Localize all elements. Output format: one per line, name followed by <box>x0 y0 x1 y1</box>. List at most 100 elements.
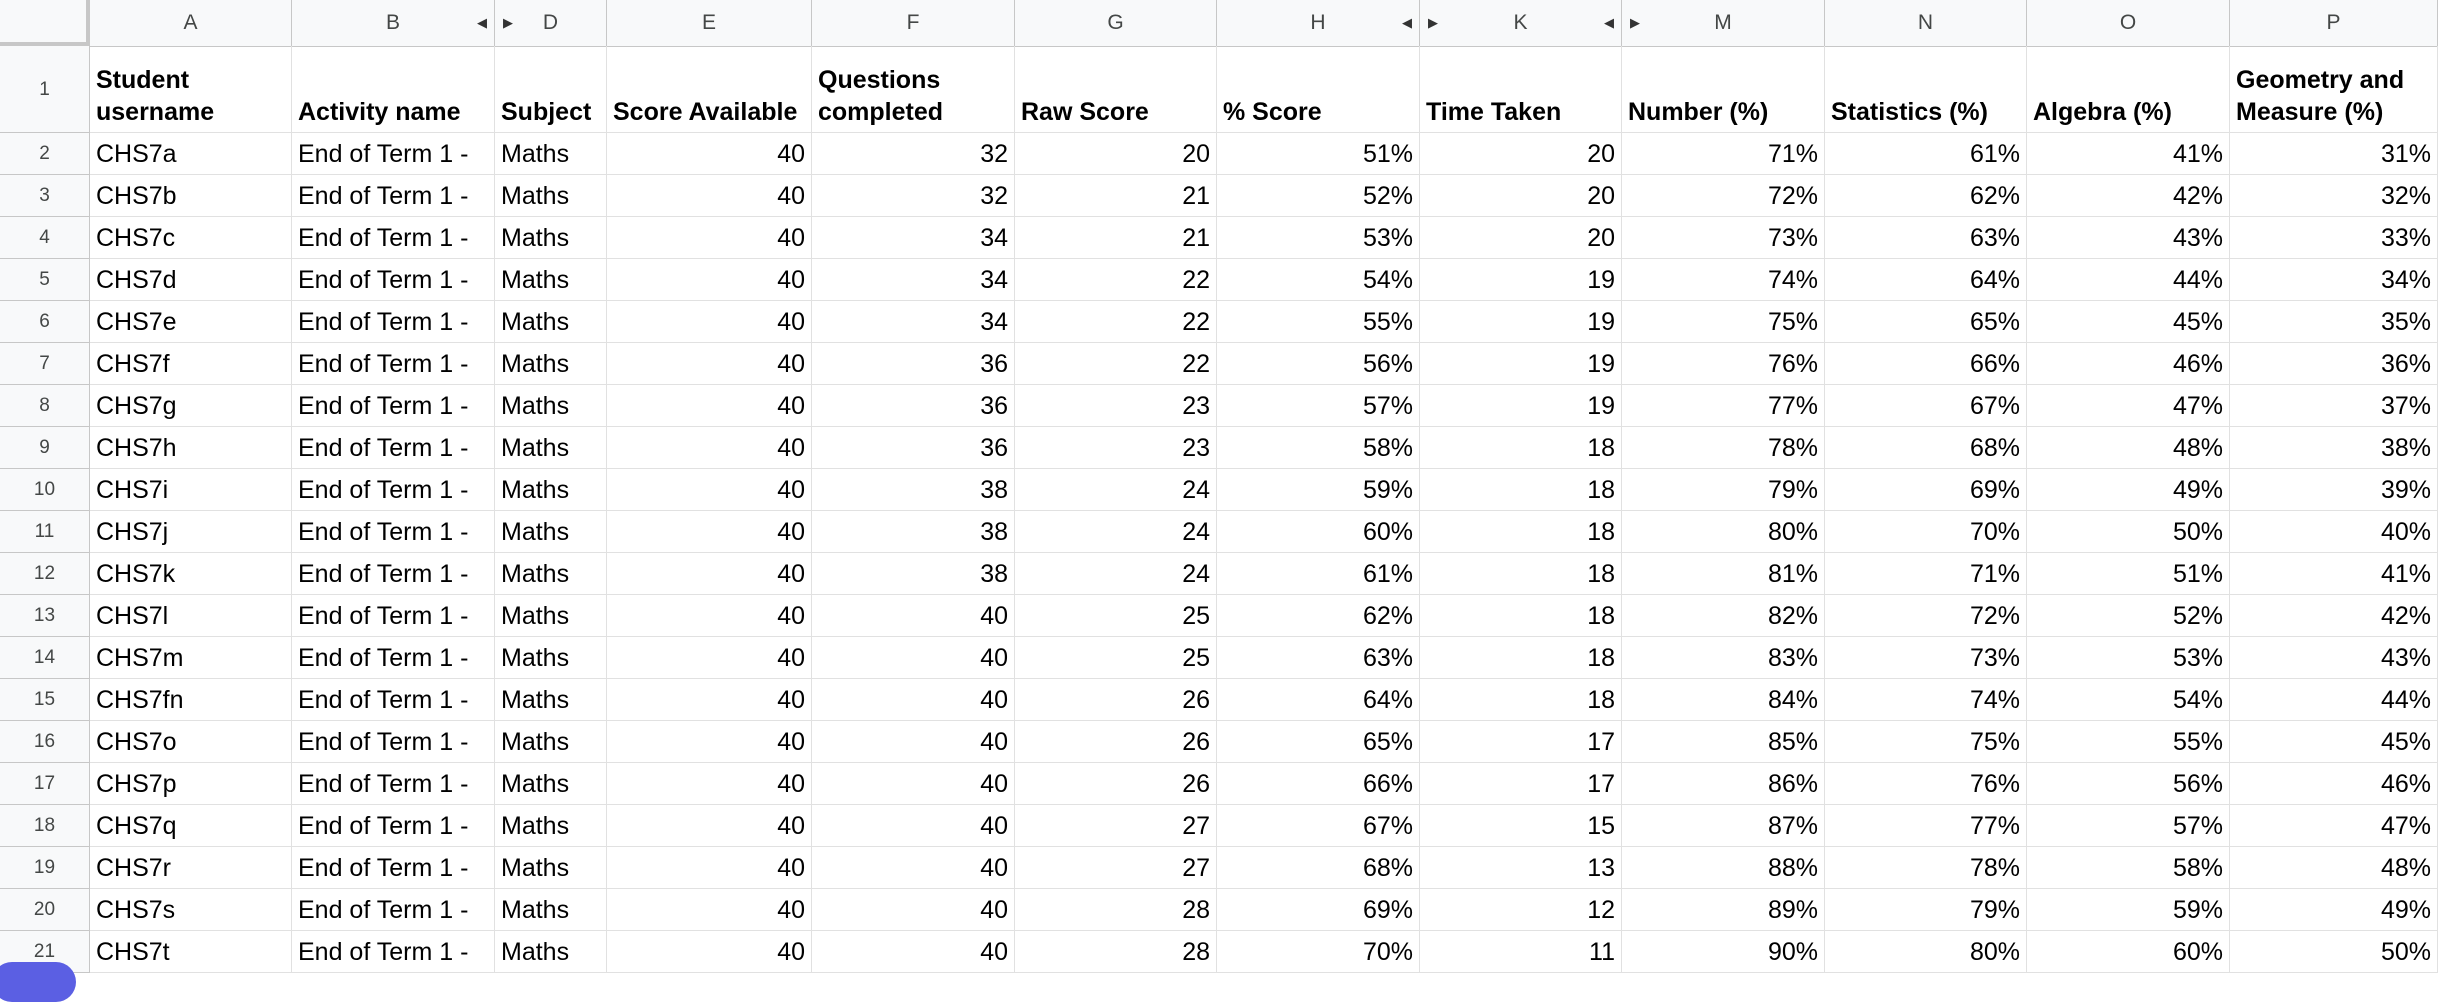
table-cell[interactable]: Maths <box>495 805 607 847</box>
table-cell[interactable]: 40 <box>607 217 812 259</box>
table-cell[interactable]: 45% <box>2027 301 2230 343</box>
table-cell[interactable]: 22 <box>1015 259 1217 301</box>
floating-action-button[interactable] <box>0 962 76 1002</box>
table-cell[interactable]: 50% <box>2027 511 2230 553</box>
table-cell[interactable]: 24 <box>1015 553 1217 595</box>
table-cell[interactable]: 68% <box>1217 847 1420 889</box>
table-cell[interactable]: 25 <box>1015 637 1217 679</box>
table-cell[interactable]: 38% <box>2230 427 2438 469</box>
table-cell[interactable]: 36 <box>812 385 1015 427</box>
table-cell[interactable]: 40 <box>607 595 812 637</box>
row-header[interactable]: 4 <box>0 217 90 259</box>
table-cell[interactable]: End of Term 1 - <box>292 133 495 175</box>
table-cell[interactable]: Maths <box>495 889 607 931</box>
table-cell[interactable]: Maths <box>495 511 607 553</box>
table-cell[interactable]: 20 <box>1420 133 1622 175</box>
table-cell[interactable]: 62% <box>1825 175 2027 217</box>
table-cell[interactable]: 31% <box>2230 133 2438 175</box>
table-cell[interactable]: 20 <box>1015 133 1217 175</box>
table-cell[interactable]: 55% <box>2027 721 2230 763</box>
table-cell[interactable]: 56% <box>1217 343 1420 385</box>
table-cell[interactable]: 89% <box>1622 889 1825 931</box>
table-cell[interactable]: CHS7r <box>90 847 292 889</box>
table-cell[interactable]: CHS7c <box>90 217 292 259</box>
row-header[interactable]: 15 <box>0 679 90 721</box>
header-cell-a[interactable]: Student username <box>90 46 292 133</box>
table-cell[interactable]: 69% <box>1217 889 1420 931</box>
table-cell[interactable]: 42% <box>2230 595 2438 637</box>
table-cell[interactable]: 19 <box>1420 301 1622 343</box>
column-header-d[interactable]: D <box>495 0 607 46</box>
table-cell[interactable]: Maths <box>495 679 607 721</box>
table-cell[interactable]: 80% <box>1622 511 1825 553</box>
table-cell[interactable]: Maths <box>495 133 607 175</box>
table-cell[interactable]: 87% <box>1622 805 1825 847</box>
table-cell[interactable]: 18 <box>1420 511 1622 553</box>
table-cell[interactable]: 41% <box>2027 133 2230 175</box>
triangle-right-icon[interactable]: ▶ <box>1630 15 1640 30</box>
table-cell[interactable]: 42% <box>2027 175 2230 217</box>
table-cell[interactable]: 18 <box>1420 427 1622 469</box>
table-cell[interactable]: 32 <box>812 133 1015 175</box>
table-cell[interactable]: Maths <box>495 553 607 595</box>
triangle-right-icon[interactable]: ▶ <box>503 15 513 30</box>
table-cell[interactable]: 34% <box>2230 259 2438 301</box>
table-cell[interactable]: 57% <box>1217 385 1420 427</box>
header-cell-k[interactable]: Time Taken <box>1420 46 1622 133</box>
table-cell[interactable]: 72% <box>1622 175 1825 217</box>
triangle-left-icon[interactable]: ◀ <box>477 15 487 30</box>
table-cell[interactable]: 60% <box>1217 511 1420 553</box>
table-cell[interactable]: 35% <box>2230 301 2438 343</box>
table-cell[interactable]: CHS7q <box>90 805 292 847</box>
table-cell[interactable]: Maths <box>495 217 607 259</box>
table-cell[interactable]: 63% <box>1217 637 1420 679</box>
table-cell[interactable]: 40 <box>812 805 1015 847</box>
table-cell[interactable]: 60% <box>2027 931 2230 973</box>
table-cell[interactable]: 40 <box>607 469 812 511</box>
table-cell[interactable]: CHS7g <box>90 385 292 427</box>
table-cell[interactable]: 19 <box>1420 259 1622 301</box>
table-cell[interactable]: 73% <box>1622 217 1825 259</box>
table-cell[interactable]: 21 <box>1015 217 1217 259</box>
table-cell[interactable]: 54% <box>1217 259 1420 301</box>
table-cell[interactable]: CHS7fn <box>90 679 292 721</box>
table-cell[interactable]: 64% <box>1825 259 2027 301</box>
table-cell[interactable]: End of Term 1 - <box>292 427 495 469</box>
table-cell[interactable]: 65% <box>1825 301 2027 343</box>
table-cell[interactable]: 40 <box>607 889 812 931</box>
table-cell[interactable]: Maths <box>495 763 607 805</box>
table-cell[interactable]: 77% <box>1622 385 1825 427</box>
table-cell[interactable]: Maths <box>495 847 607 889</box>
table-cell[interactable]: 49% <box>2230 889 2438 931</box>
triangle-right-icon[interactable]: ▶ <box>1428 15 1438 30</box>
table-cell[interactable]: Maths <box>495 427 607 469</box>
table-cell[interactable]: 58% <box>2027 847 2230 889</box>
table-cell[interactable]: CHS7s <box>90 889 292 931</box>
table-cell[interactable]: CHS7p <box>90 763 292 805</box>
table-cell[interactable]: 40 <box>607 805 812 847</box>
table-cell[interactable]: 75% <box>1622 301 1825 343</box>
table-cell[interactable]: 40 <box>812 931 1015 973</box>
table-cell[interactable]: CHS7f <box>90 343 292 385</box>
column-header-m[interactable]: M <box>1622 0 1825 46</box>
table-cell[interactable]: 23 <box>1015 385 1217 427</box>
table-cell[interactable]: 71% <box>1622 133 1825 175</box>
table-cell[interactable]: 40 <box>607 343 812 385</box>
table-cell[interactable]: 22 <box>1015 343 1217 385</box>
table-cell[interactable]: 68% <box>1825 427 2027 469</box>
row-header[interactable]: 10 <box>0 469 90 511</box>
row-header[interactable]: 20 <box>0 889 90 931</box>
table-cell[interactable]: 36% <box>2230 343 2438 385</box>
table-cell[interactable]: 38 <box>812 469 1015 511</box>
table-cell[interactable]: End of Term 1 - <box>292 511 495 553</box>
table-cell[interactable]: 40 <box>607 133 812 175</box>
table-cell[interactable]: End of Term 1 - <box>292 679 495 721</box>
table-cell[interactable]: End of Term 1 - <box>292 553 495 595</box>
column-header-a[interactable]: A <box>90 0 292 46</box>
table-cell[interactable]: 40 <box>812 721 1015 763</box>
table-cell[interactable]: 88% <box>1622 847 1825 889</box>
row-header[interactable]: 18 <box>0 805 90 847</box>
table-cell[interactable]: End of Term 1 - <box>292 805 495 847</box>
table-cell[interactable]: 36 <box>812 427 1015 469</box>
table-cell[interactable]: 15 <box>1420 805 1622 847</box>
